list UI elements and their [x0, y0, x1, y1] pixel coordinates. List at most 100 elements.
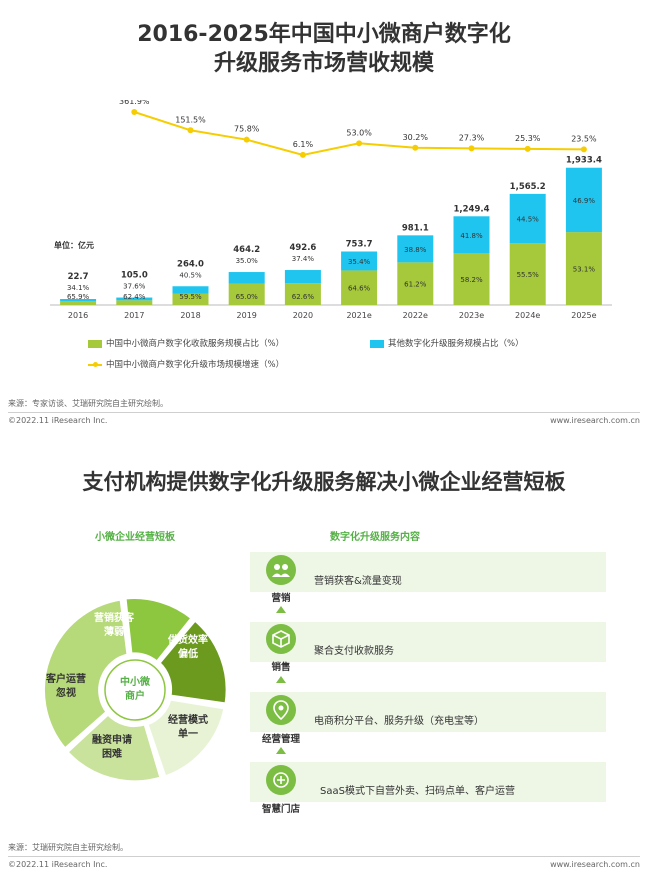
donut-segment-marketing — [123, 596, 195, 665]
service-text-sales: 聚合支付收款服务 — [314, 646, 394, 657]
bar-payment-2023e — [453, 253, 490, 305]
growth-label-2023e: 27.3% — [459, 133, 485, 142]
data-label-other-2020: 37.4% — [292, 255, 315, 263]
data-label-payment-2025e: 53.1% — [573, 266, 596, 274]
donut-segment-business-model — [145, 697, 227, 779]
data-label-other-2018: 40.5% — [179, 271, 202, 279]
bar-payment-2022e — [397, 262, 434, 305]
data-label-payment-2019: 65.0% — [236, 293, 259, 301]
arrow-up-icon — [276, 606, 286, 613]
x-tick-label-2024e: 2024e — [515, 311, 540, 320]
bar-other-2023e — [453, 216, 490, 254]
growth-point-2019 — [243, 136, 250, 143]
growth-point-2025e — [580, 146, 587, 153]
data-label-payment-2023e: 58.2% — [460, 276, 483, 284]
source-note-1: 来源：专家访谈、艾瑞研究院自主研究绘制。 — [8, 399, 168, 408]
growth-point-2017 — [131, 109, 138, 115]
arrow-up-icon — [276, 747, 286, 754]
total-label-2020: 492.6 — [289, 243, 316, 253]
total-label-2024e: 1,565.2 — [510, 182, 546, 192]
service-text-marketing: 营销获客&流量变现 — [314, 576, 402, 587]
growth-label-2017: 361.9% — [119, 100, 150, 106]
donut-center-label: 中小微 商户 — [120, 677, 150, 702]
growth-label-2018: 151.5% — [175, 115, 206, 124]
donut-segment-supply — [156, 617, 229, 706]
right-heading: 数字化升级服务内容 — [330, 532, 420, 543]
growth-label-2025e: 23.5% — [571, 134, 597, 143]
copyright-1: ©2022.11 iResearch Inc. — [8, 416, 108, 425]
total-label-2025e: 1,933.4 — [566, 156, 602, 166]
segment-label-financing: 融资申请 困难 — [92, 735, 132, 760]
bar-other-2016 — [60, 299, 97, 302]
service-label-marketing: 营销 — [271, 593, 291, 604]
growth-label-2022e: 30.2% — [403, 133, 429, 142]
bar-payment-2024e — [509, 243, 546, 305]
x-tick-label-2025e: 2025e — [571, 311, 596, 320]
location-pin-icon — [266, 695, 296, 725]
website-2: www.iresearch.com.cn — [550, 860, 640, 869]
data-label-other-2023e: 41.8% — [460, 232, 483, 240]
bar-other-2018 — [172, 286, 209, 294]
donut-segment-financing — [64, 711, 163, 784]
left-heading: 小微企业经营短板 — [95, 532, 175, 543]
bar-payment-2019 — [228, 283, 265, 305]
data-label-other-2021e: 35.4% — [348, 258, 371, 266]
data-label-other-2025e: 46.9% — [573, 197, 596, 205]
bar-other-2019 — [228, 272, 265, 284]
growth-label-2020: 6.1% — [293, 140, 314, 149]
service-band-management — [250, 692, 606, 732]
unit-label: 单位：亿元 — [54, 241, 94, 250]
total-label-2023e: 1,249.4 — [453, 204, 489, 214]
service-label-management: 经营管理 — [261, 734, 300, 745]
service-label-sales: 销售 — [271, 662, 291, 673]
data-label-payment-2022e: 61.2% — [404, 281, 427, 289]
data-label-payment-2024e: 55.5% — [517, 271, 540, 279]
service-band-store — [250, 762, 606, 802]
growth-point-2024e — [524, 145, 531, 152]
chart-title-line1: 2016-2025年中国中小微商户数字化 — [137, 22, 511, 47]
growth-point-2021e — [356, 140, 363, 147]
data-label-payment-2021e: 64.6% — [348, 285, 371, 293]
service-band-marketing — [250, 552, 606, 592]
total-label-2017: 105.0 — [121, 271, 148, 281]
growth-point-2022e — [412, 144, 419, 151]
legend-swatch-green — [88, 339, 102, 348]
segment-label-supply: 供货效率 偏低 — [168, 635, 208, 660]
website-1: www.iresearch.com.cn — [550, 416, 640, 425]
total-label-2018: 264.0 — [177, 259, 204, 269]
data-label-other-2017: 37.6% — [123, 283, 146, 291]
divider-1 — [8, 412, 640, 413]
bar-other-2021e — [341, 251, 378, 271]
legend-item-payment: 中国中小微商户数字化收款服务规模占比（%） — [88, 337, 284, 349]
growth-point-2018 — [187, 127, 194, 134]
data-label-other-2024e: 44.5% — [517, 216, 540, 224]
legend-swatch-line — [88, 361, 102, 367]
total-label-2022e: 981.1 — [402, 223, 429, 233]
people-icon — [266, 555, 296, 585]
segment-label-business-model: 经营模式 单一 — [168, 715, 208, 740]
store-icon — [266, 765, 296, 795]
bar-other-2025e — [565, 167, 602, 233]
data-label-other-2016: 34.1% — [67, 284, 90, 292]
divider-2 — [8, 856, 640, 857]
bar-other-2020 — [284, 270, 321, 284]
service-text-management: 电商积分平台、服务升级（充电宝等） — [314, 716, 484, 727]
data-label-payment-2018: 59.5% — [179, 293, 202, 301]
chart-title: 2016-2025年中国中小微商户数字化 升级服务市场营收规模 — [0, 20, 648, 78]
bar-other-2017 — [116, 297, 153, 301]
donut-segment-customer-ops — [41, 597, 130, 752]
growth-point-2023e — [468, 145, 475, 152]
legend-swatch-blue — [370, 339, 384, 348]
bar-payment-2025e — [565, 232, 602, 305]
total-label-2016: 22.7 — [68, 272, 89, 282]
segment-label-customer-ops: 客户运营 忽视 — [46, 674, 86, 699]
bar-payment-2018 — [172, 293, 209, 305]
growth-label-2024e: 25.3% — [515, 134, 541, 143]
x-tick-label-2019: 2019 — [237, 311, 257, 320]
bar-payment-2020 — [284, 283, 321, 305]
bar-other-2022e — [397, 235, 434, 263]
growth-point-2020 — [299, 151, 306, 158]
service-text-store: SaaS模式下自营外卖、扫码点单、客户运营 — [320, 786, 515, 797]
service-label-store: 智慧门店 — [261, 804, 300, 815]
bar-other-2024e — [509, 193, 546, 244]
